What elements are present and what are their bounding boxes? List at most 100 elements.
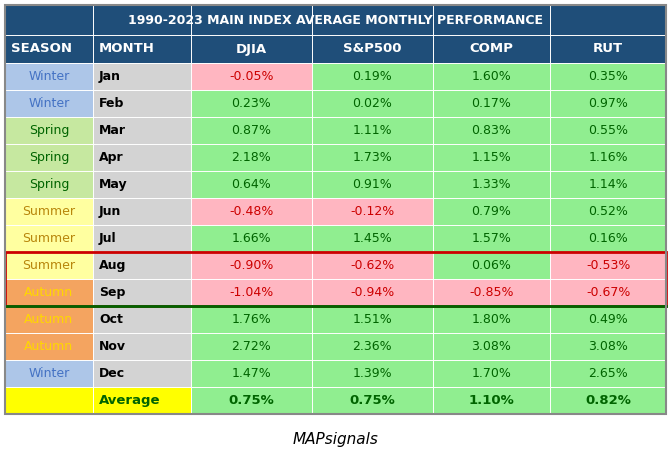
Bar [550, 306, 666, 333]
Bar [5, 252, 93, 279]
Bar [93, 144, 191, 171]
Bar [550, 279, 666, 306]
Text: 0.19%: 0.19% [352, 70, 392, 83]
Bar [312, 35, 433, 63]
Text: Winter: Winter [28, 70, 70, 83]
Text: 0.91%: 0.91% [352, 178, 392, 191]
Bar [312, 252, 433, 279]
Bar [93, 252, 191, 279]
Bar [433, 333, 550, 360]
Text: 1.39%: 1.39% [352, 367, 392, 380]
Bar [5, 387, 93, 414]
Bar [93, 35, 191, 63]
Text: Aug: Aug [99, 259, 126, 272]
Bar [191, 90, 312, 117]
Text: Mar: Mar [99, 124, 126, 137]
Text: 0.82%: 0.82% [585, 394, 631, 407]
Bar [550, 360, 666, 387]
Bar [5, 360, 93, 387]
Text: -0.67%: -0.67% [586, 286, 630, 299]
Text: 2.65%: 2.65% [588, 367, 628, 380]
Bar [312, 279, 433, 306]
Bar [5, 5, 666, 414]
Bar [93, 198, 191, 225]
Text: 0.06%: 0.06% [472, 259, 511, 272]
Bar [312, 360, 433, 387]
Bar [312, 198, 433, 225]
Text: Spring: Spring [29, 178, 69, 191]
Bar [191, 63, 312, 90]
Bar [550, 387, 666, 414]
Text: 0.87%: 0.87% [231, 124, 271, 137]
Bar [191, 360, 312, 387]
Bar [191, 171, 312, 198]
Bar [550, 117, 666, 144]
Text: S&P500: S&P500 [343, 42, 401, 56]
Text: 3.08%: 3.08% [588, 340, 628, 353]
Text: -0.53%: -0.53% [586, 259, 630, 272]
Bar [433, 360, 550, 387]
Bar [5, 198, 93, 225]
Text: 1.11%: 1.11% [352, 124, 392, 137]
Bar [433, 252, 550, 279]
Text: 1.33%: 1.33% [472, 178, 511, 191]
Bar [191, 387, 312, 414]
Bar [433, 387, 550, 414]
Text: 0.83%: 0.83% [472, 124, 511, 137]
Bar [93, 360, 191, 387]
Bar [191, 225, 312, 252]
Text: -1.04%: -1.04% [229, 286, 273, 299]
Text: Apr: Apr [99, 151, 123, 164]
Bar [93, 171, 191, 198]
Bar [433, 171, 550, 198]
Text: MONTH: MONTH [99, 42, 155, 56]
Text: 0.55%: 0.55% [588, 124, 628, 137]
Text: Sep: Sep [99, 286, 125, 299]
Bar [312, 387, 433, 414]
Text: -0.62%: -0.62% [350, 259, 395, 272]
Bar [5, 117, 93, 144]
Bar [312, 171, 433, 198]
Text: Autumn: Autumn [24, 340, 74, 353]
Bar [93, 63, 191, 90]
Text: Autumn: Autumn [24, 286, 74, 299]
Bar [312, 90, 433, 117]
Text: -0.90%: -0.90% [229, 259, 273, 272]
Text: -0.05%: -0.05% [229, 70, 274, 83]
Text: MAPsignals: MAPsignals [293, 432, 378, 447]
Bar [5, 171, 93, 198]
Bar [433, 225, 550, 252]
Text: -0.48%: -0.48% [229, 205, 273, 218]
Bar [550, 225, 666, 252]
Text: 0.64%: 0.64% [231, 178, 271, 191]
Text: 1.76%: 1.76% [231, 313, 271, 326]
Text: 1.45%: 1.45% [352, 232, 392, 245]
Bar [93, 387, 191, 414]
Text: Average: Average [99, 394, 160, 407]
Text: Jul: Jul [99, 232, 117, 245]
Bar [191, 333, 312, 360]
Bar [550, 63, 666, 90]
Bar [5, 35, 93, 63]
Text: Winter: Winter [28, 97, 70, 110]
Text: 0.79%: 0.79% [472, 205, 511, 218]
Text: 0.97%: 0.97% [588, 97, 628, 110]
Text: 1.60%: 1.60% [472, 70, 511, 83]
Text: Spring: Spring [29, 151, 69, 164]
Bar [5, 252, 666, 306]
Text: -0.94%: -0.94% [350, 286, 395, 299]
Bar [5, 306, 93, 333]
Text: 1.66%: 1.66% [231, 232, 271, 245]
Text: Jan: Jan [99, 70, 121, 83]
Text: Jun: Jun [99, 205, 121, 218]
Text: Autumn: Autumn [24, 313, 74, 326]
Bar [5, 279, 93, 306]
Bar [191, 117, 312, 144]
Text: -0.85%: -0.85% [469, 286, 514, 299]
Bar [433, 144, 550, 171]
Text: 0.49%: 0.49% [588, 313, 628, 326]
Text: 3.08%: 3.08% [472, 340, 511, 353]
Bar [191, 144, 312, 171]
Text: Feb: Feb [99, 97, 124, 110]
Bar [191, 306, 312, 333]
